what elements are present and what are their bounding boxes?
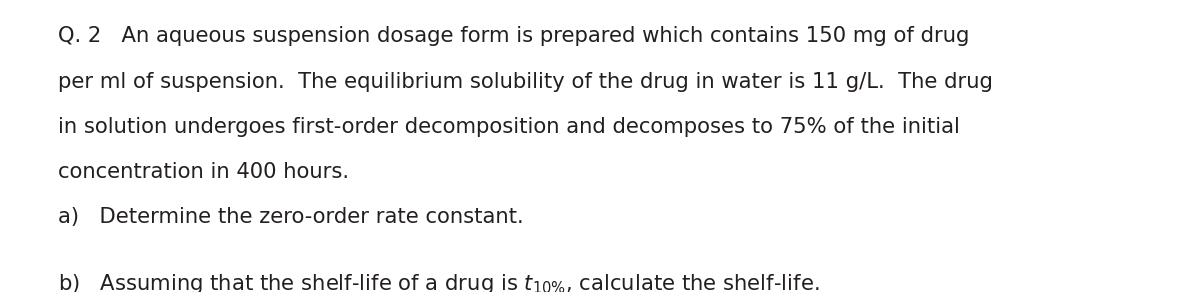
Text: per ml of suspension.  The equilibrium solubility of the drug in water is 11 g/L: per ml of suspension. The equilibrium so…	[58, 72, 992, 91]
Text: in solution undergoes first-order decomposition and decomposes to 75% of the ini: in solution undergoes first-order decomp…	[58, 117, 960, 137]
Text: concentration in 400 hours.: concentration in 400 hours.	[58, 162, 349, 182]
Text: a)   Determine the zero-order rate constant.: a) Determine the zero-order rate constan…	[58, 207, 523, 227]
Text: Q. 2   An aqueous suspension dosage form is prepared which contains 150 mg of dr: Q. 2 An aqueous suspension dosage form i…	[58, 26, 968, 46]
Text: b)   Assuming that the shelf-life of a drug is $t_{10\%}$, calculate the shelf-l: b) Assuming that the shelf-life of a dru…	[58, 272, 820, 292]
